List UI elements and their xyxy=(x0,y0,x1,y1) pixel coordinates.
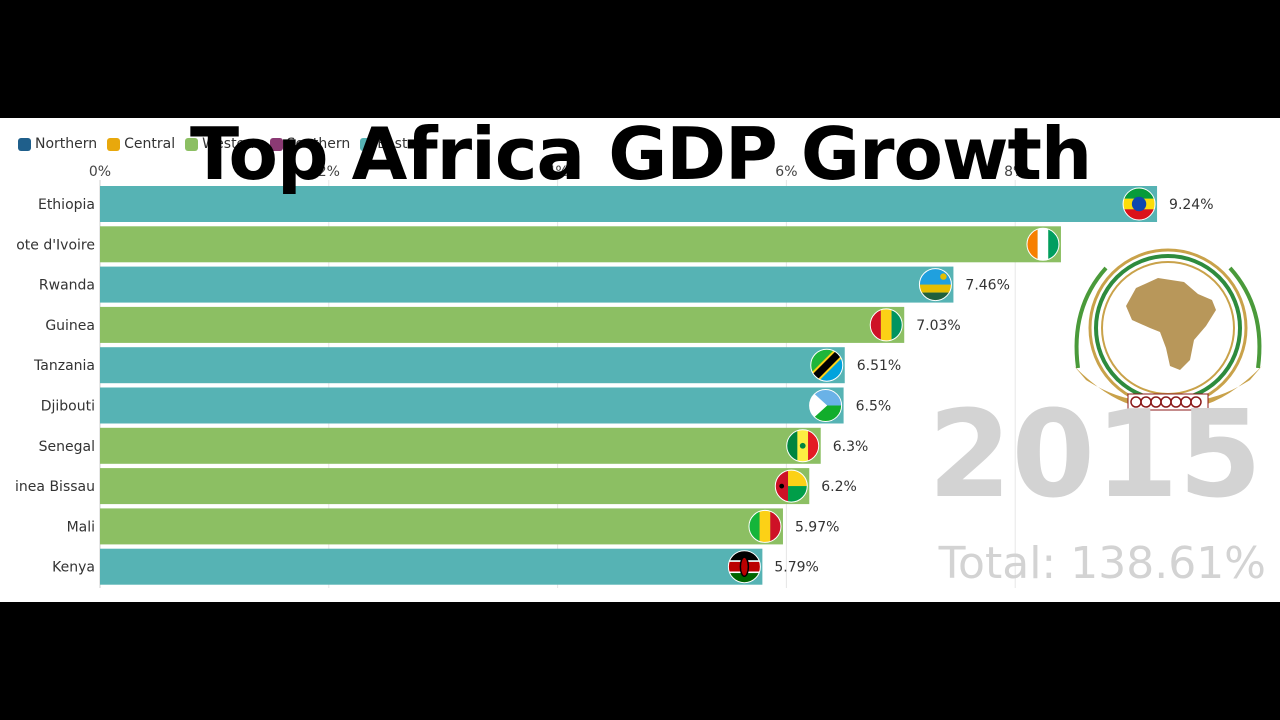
bar[interactable] xyxy=(100,347,845,384)
legend-label: Southern xyxy=(286,136,351,152)
legend-swatch xyxy=(18,137,31,151)
legend-label: Eastern xyxy=(377,136,431,152)
cote-divoire-flag-ring xyxy=(1026,227,1060,261)
ethiopia-flag-icon xyxy=(1123,188,1156,220)
bar[interactable] xyxy=(100,548,763,585)
legend-item-southern[interactable]: Southern xyxy=(269,136,351,152)
year-label: 2015 xyxy=(928,386,1262,525)
x-tick-label: 4% xyxy=(546,164,568,180)
category-label: Guinea xyxy=(45,318,95,334)
value-label: 6.5% xyxy=(856,399,892,415)
senegal-flag-ring xyxy=(786,429,820,463)
x-tick-label: 6% xyxy=(775,164,797,180)
bar[interactable] xyxy=(100,508,783,545)
value-label: 5.79% xyxy=(774,560,818,576)
bar[interactable] xyxy=(100,468,810,505)
x-tick-label: 2% xyxy=(318,164,340,180)
african-union-emblem-icon xyxy=(1074,248,1262,411)
bar[interactable] xyxy=(100,306,905,343)
category-label: Mali xyxy=(67,519,95,535)
senegal-flag-icon xyxy=(786,429,819,462)
djibouti-flag-ring xyxy=(809,389,843,422)
category-label: Rwanda xyxy=(39,278,95,294)
overlay-title: Top Africa GDP Growth xyxy=(190,118,1092,196)
bar[interactable] xyxy=(100,266,954,303)
legend-item-central[interactable]: Central xyxy=(107,136,175,152)
bar[interactable] xyxy=(100,387,844,424)
tanzania-flag-icon xyxy=(810,349,843,382)
chart-frame: 0% 2% 4% 6% 8% Ethiopia 9.24% ote d'Ivoire Rwand… xyxy=(0,118,1280,602)
legend-label: Northern xyxy=(35,136,98,152)
value-label: 7.03% xyxy=(916,318,960,334)
category-label: ote d'Ivoire xyxy=(16,237,95,253)
legend-swatch xyxy=(269,137,283,151)
djibouti-flag-icon xyxy=(809,389,842,422)
value-label: 7.46% xyxy=(965,278,1009,294)
legend-swatch xyxy=(360,137,374,151)
category-label: Senegal xyxy=(39,439,95,455)
bar[interactable] xyxy=(100,427,821,464)
guinea-flag-icon xyxy=(870,308,903,341)
value-label: 5.97% xyxy=(795,519,839,535)
value-label: 9.24% xyxy=(1169,197,1213,213)
value-label: 6.3% xyxy=(833,439,869,455)
bar[interactable] xyxy=(100,226,1061,263)
legend-item-western[interactable]: Western xyxy=(185,136,260,152)
legend: Northern Central Western Southern Easter… xyxy=(18,136,430,152)
rwanda-flag-ring xyxy=(918,268,952,302)
tanzania-flag-ring xyxy=(810,348,844,382)
cote-divoire-flag-icon xyxy=(1026,228,1059,261)
legend-item-eastern[interactable]: Eastern xyxy=(360,136,430,152)
legend-label: Central xyxy=(124,136,176,152)
ethiopia-flag-ring xyxy=(1122,187,1156,221)
category-label: Kenya xyxy=(52,560,95,576)
legend-swatch xyxy=(185,137,199,151)
kenya-flag-ring xyxy=(727,550,761,584)
mali-flag-icon xyxy=(748,510,781,543)
value-label: 6.2% xyxy=(821,479,857,495)
x-tick-label: 0% xyxy=(89,164,111,180)
total-label: Total: 138.61% xyxy=(938,538,1266,589)
category-label: Tanzania xyxy=(33,358,95,374)
x-tick-label: 8% xyxy=(1004,164,1026,180)
bar-chart: 0% 2% 4% 6% 8% Ethiopia 9.24% ote d'Ivoire Rwand… xyxy=(15,164,1214,588)
bar[interactable] xyxy=(100,186,1158,222)
guinea-flag-ring xyxy=(869,308,903,342)
category-label: Ethiopia xyxy=(38,197,95,213)
category-label: inea Bissau xyxy=(15,479,95,495)
legend-item-northern[interactable]: Northern xyxy=(18,136,97,152)
legend-swatch xyxy=(107,137,121,151)
mali-flag-ring xyxy=(748,509,782,543)
category-label: Djibouti xyxy=(41,399,95,415)
rwanda-flag-icon xyxy=(919,268,952,301)
guinea-bissau-flag-ring xyxy=(774,469,808,503)
value-label: 6.51% xyxy=(857,358,901,374)
kenya-flag-icon xyxy=(728,550,761,583)
legend-label: Western xyxy=(202,136,260,152)
